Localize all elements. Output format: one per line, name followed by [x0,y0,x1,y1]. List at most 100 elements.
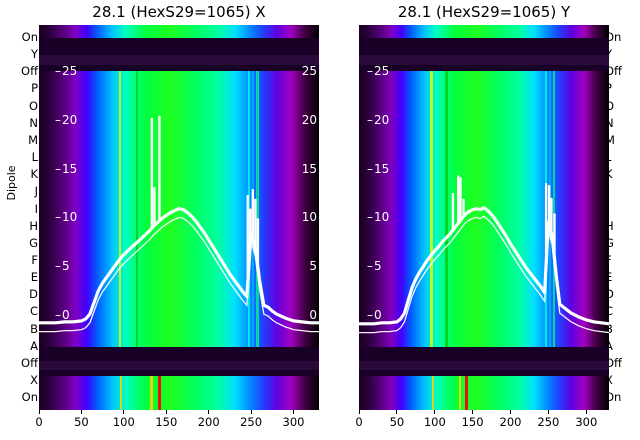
category-label-right: M [605,132,615,147]
category-label-left: P [31,81,38,96]
category-label-right: X [605,374,635,387]
x-tick-right: 200 [491,410,531,429]
category-label-left: A [30,338,38,353]
category-label-left: B [30,321,38,336]
spectrum-band [359,25,609,38]
band-gap [39,65,319,71]
category-label-right: D [605,287,614,302]
category-label-left: K [30,167,38,182]
category-label-left: F [31,252,38,267]
data-trace-secondary [359,215,609,334]
category-label-right: G [605,235,614,250]
band-gap [39,55,319,65]
category-label-right: On [605,390,622,405]
category-label-left: X [30,373,38,387]
category-label-left: On [21,390,38,405]
category-label-right: Y [605,48,635,61]
emission-line [135,71,139,347]
category-label-right: F [605,253,635,267]
trace-overlay-right [359,25,609,410]
category-label-left: Off [21,355,38,370]
category-label-right: B [605,322,635,336]
band-gap [359,347,609,361]
heatmap-panel-left[interactable]: –0 –5 –10 –15 –20 –25 0 5 10 15 20 25 [39,25,319,410]
category-label-left: Off [21,64,38,79]
category-label-right: O [605,98,615,113]
category-label-left: Y [30,47,38,62]
category-label-left: I [34,201,38,216]
category-label-right: E [605,271,635,284]
data-trace-secondary [39,216,319,333]
emission-line [120,376,123,410]
x-tick-right: 150 [453,410,493,429]
band-gap [39,370,319,376]
category-label-left: O [28,98,38,113]
category-label-right: C [605,304,614,319]
category-label-right: K [605,168,635,181]
data-trace [359,206,609,326]
panel-title-left: 28.1 (HexS29=1065) X [92,3,266,21]
x-tick-right: 300 [566,410,606,429]
category-label-right: J [605,185,635,198]
x-tick-left: 50 [61,410,101,429]
band-gap [39,361,319,370]
category-label-left: N [29,115,38,130]
band-gap [359,65,609,71]
category-label-left: C [29,304,38,319]
category-label-left: H [29,218,38,233]
band-gap [359,55,609,65]
category-label-right: L [605,151,635,164]
band-gap [39,347,319,361]
category-label-right: N [605,115,614,130]
x-tick-left: 250 [231,410,271,429]
emission-line [553,71,555,347]
category-label-left: E [30,270,38,285]
emission-line [256,71,259,347]
emission-line [158,376,161,410]
category-label-left: D [29,287,38,302]
band-gap [359,370,609,376]
x-tick-left: 200 [189,410,229,429]
emission-line [118,71,122,347]
emission-line [430,71,433,347]
emission-line [465,376,468,410]
category-axis-left: On Y Off P O N M L K J I H G F E D C B A Off X On [8,25,38,410]
spectrum-band [359,376,609,410]
x-tick-right: 0 [339,410,379,429]
x-tick-left: 0 [19,410,59,429]
emission-line [431,376,434,410]
category-label-left: L [31,150,38,165]
band-gap [359,361,609,370]
spectrum-band [39,25,319,38]
panel-title-right: 28.1 (HexS29=1065) Y [397,3,571,21]
emission-line [458,376,461,410]
emission-line [445,71,448,347]
x-tick-left: 300 [274,410,314,429]
x-tick-left: 150 [146,410,186,429]
category-label-right: P [605,82,635,95]
data-trace [39,207,319,325]
category-label-left: M [28,132,38,147]
category-label-left: J [34,184,38,199]
x-tick-right: 100 [415,410,455,429]
spectrum-band [39,376,319,410]
category-label-right: On [605,30,622,44]
category-label-right: I [605,202,635,216]
category-label-right: A [605,339,635,353]
trace-overlay-left [39,25,319,410]
category-label-left: On [21,30,38,44]
heatmap-panel-right[interactable]: –0 –5 –10 –15 –20 –25 [359,25,609,410]
x-axis-right: 0 50 100 150 200 250 300 [355,410,609,440]
category-label-left: G [29,235,38,250]
x-axis-left: 0 50 100 150 200 250 300 [35,410,319,440]
category-label-right: H [605,218,614,233]
band-gap [39,38,319,55]
category-label-right: Off [605,64,622,79]
band-gap [359,38,609,55]
x-tick-left: 100 [104,410,144,429]
category-label-right: Off [605,355,622,370]
x-tick-right: 250 [528,410,568,429]
emission-line [150,376,153,410]
